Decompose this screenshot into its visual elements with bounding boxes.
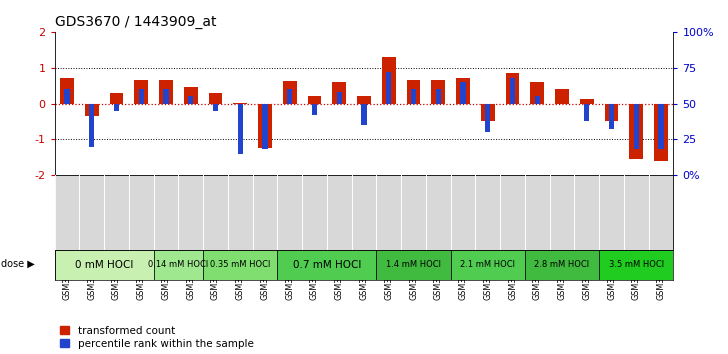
Bar xyxy=(456,79,470,103)
Bar xyxy=(654,103,668,161)
Bar xyxy=(237,103,243,154)
Text: 2.1 mM HOCl: 2.1 mM HOCl xyxy=(460,260,515,269)
Text: 3.5 mM HOCl: 3.5 mM HOCl xyxy=(609,260,664,269)
Bar xyxy=(460,82,466,103)
Bar xyxy=(609,103,614,129)
Bar xyxy=(333,82,346,103)
Bar xyxy=(283,81,296,103)
Bar xyxy=(287,89,293,103)
Bar xyxy=(336,92,342,103)
Bar xyxy=(580,99,593,103)
Text: dose ▶: dose ▶ xyxy=(1,259,35,269)
Bar xyxy=(184,87,197,103)
Bar xyxy=(605,103,618,121)
Bar xyxy=(55,250,154,280)
Bar xyxy=(451,250,525,280)
Text: 0.35 mM HOCl: 0.35 mM HOCl xyxy=(210,260,270,269)
Bar xyxy=(312,103,317,115)
Bar xyxy=(308,96,321,103)
Bar xyxy=(85,103,98,116)
Bar xyxy=(159,80,173,103)
Bar xyxy=(163,89,169,103)
Bar xyxy=(555,89,569,103)
Bar xyxy=(658,103,664,149)
Bar xyxy=(138,89,144,103)
Bar xyxy=(277,250,376,280)
Bar xyxy=(89,103,95,147)
Bar xyxy=(154,250,203,280)
Bar xyxy=(481,103,494,121)
Bar xyxy=(534,96,540,103)
Bar xyxy=(213,103,218,111)
Bar xyxy=(584,103,590,121)
Bar xyxy=(209,93,222,103)
Bar xyxy=(531,82,544,103)
Bar xyxy=(411,89,416,103)
Text: GDS3670 / 1443909_at: GDS3670 / 1443909_at xyxy=(55,16,216,29)
Bar xyxy=(386,72,392,103)
Legend: transformed count, percentile rank within the sample: transformed count, percentile rank withi… xyxy=(60,326,253,349)
Text: 0.7 mM HOCl: 0.7 mM HOCl xyxy=(293,260,361,270)
Text: 0.14 mM HOCl: 0.14 mM HOCl xyxy=(149,260,208,269)
Bar xyxy=(203,250,277,280)
Bar xyxy=(64,89,70,103)
Bar xyxy=(262,103,268,149)
Bar xyxy=(188,96,194,103)
Bar xyxy=(633,103,639,149)
Bar xyxy=(135,80,148,103)
Bar xyxy=(114,103,119,111)
Text: 0 mM HOCl: 0 mM HOCl xyxy=(75,260,133,270)
Bar xyxy=(485,103,491,132)
Bar xyxy=(599,250,673,280)
Bar xyxy=(357,96,371,103)
Bar xyxy=(382,57,395,103)
Bar xyxy=(630,103,643,159)
Bar xyxy=(510,78,515,103)
Text: 2.8 mM HOCl: 2.8 mM HOCl xyxy=(534,260,590,269)
Bar xyxy=(376,250,451,280)
Bar xyxy=(506,73,519,103)
Bar xyxy=(60,78,74,103)
Bar xyxy=(258,103,272,148)
Bar xyxy=(110,93,123,103)
Bar xyxy=(407,80,420,103)
Bar xyxy=(361,103,367,125)
Bar xyxy=(435,89,441,103)
Text: 1.4 mM HOCl: 1.4 mM HOCl xyxy=(386,260,441,269)
Bar xyxy=(525,250,599,280)
Bar xyxy=(432,80,445,103)
